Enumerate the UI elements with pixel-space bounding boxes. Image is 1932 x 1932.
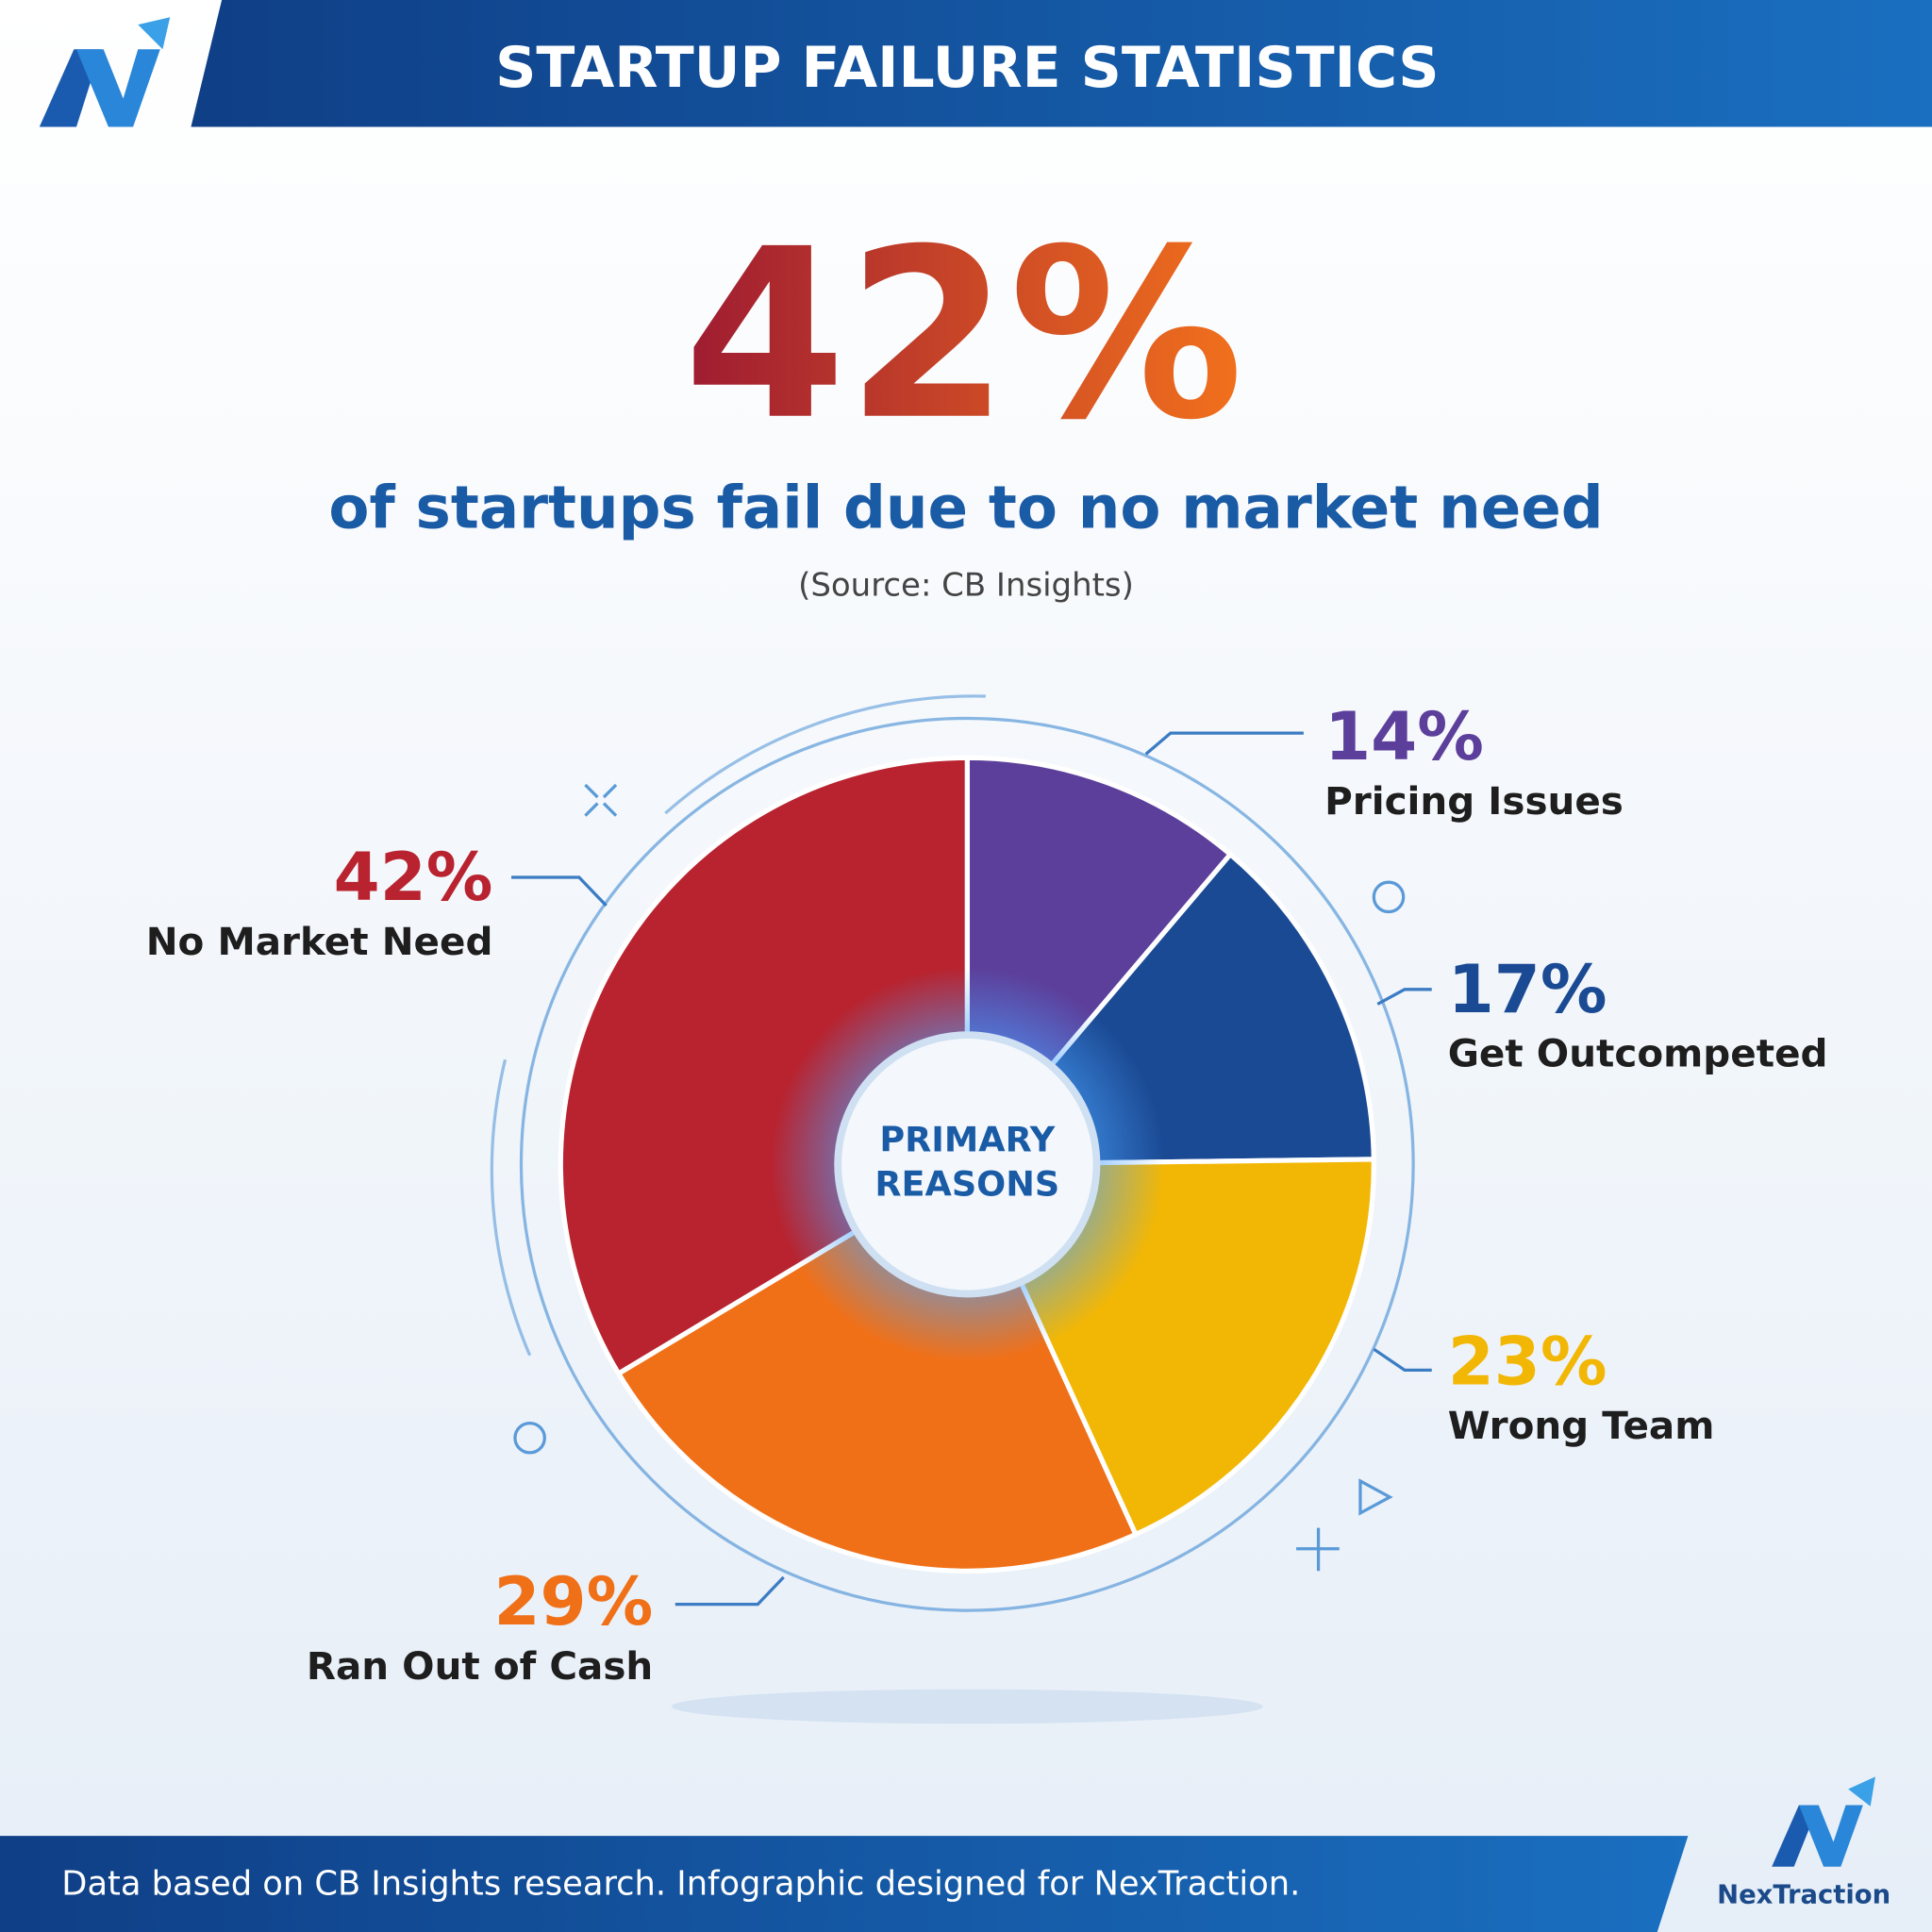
brand: NexTraction (1717, 1880, 1890, 1909)
value-label: 17% (1448, 951, 1607, 1028)
brand-logo (1772, 1776, 1875, 1867)
center-disc (834, 1031, 1101, 1298)
value-label: 29% (493, 1563, 653, 1641)
leader-line (1373, 1347, 1432, 1373)
header-band (191, 0, 1932, 127)
logo (39, 17, 171, 127)
category-label: Get Outcompeted (1448, 1031, 1828, 1076)
subtitle: of startups fail due to no market need (328, 474, 1603, 542)
category-label: Ran Out of Cash (307, 1643, 653, 1689)
title: STARTUP FAILURE STATISTICS (495, 35, 1439, 101)
center-label: REASONS (874, 1164, 1059, 1205)
footer-band (0, 1836, 1689, 1932)
value-label: 23% (1448, 1323, 1607, 1400)
category-label: Wrong Team (1448, 1403, 1715, 1448)
leader-line (1376, 988, 1432, 1006)
leader-line (675, 1575, 785, 1607)
category-label: No Market Need (146, 919, 493, 964)
footer: Data based on CB Insights research. Info… (61, 1865, 1300, 1904)
category-label: Pricing Issues (1324, 778, 1624, 824)
headline: 42% (683, 199, 1243, 472)
source: (Source: CB Insights) (798, 566, 1134, 604)
leader-line (1144, 731, 1304, 756)
center-label: PRIMARY (879, 1120, 1055, 1160)
shadow (671, 1689, 1263, 1724)
value-label: 14% (1324, 698, 1484, 775)
value-label: 42% (334, 839, 493, 916)
labels: 14%Pricing Issues 17%Get Outcompeted 23%Wr… (146, 698, 1828, 1689)
decorations (490, 694, 1415, 1612)
leader-line (511, 875, 608, 908)
